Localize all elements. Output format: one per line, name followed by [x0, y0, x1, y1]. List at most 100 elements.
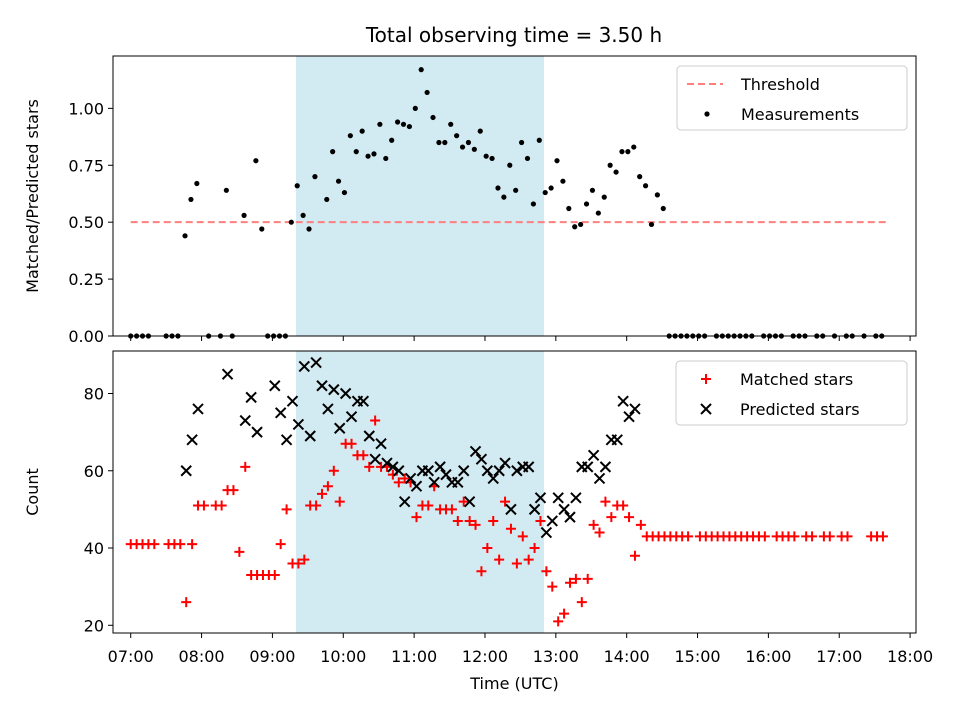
matched-stars-point — [535, 515, 546, 526]
measurement-point — [578, 221, 584, 228]
predicted-stars-point — [304, 430, 316, 442]
matched-stars-point — [346, 438, 357, 449]
matched-stars-point — [446, 504, 457, 515]
predicted-stars-point — [522, 461, 535, 473]
predicted-stars-point — [552, 492, 564, 504]
x-tick-label: 11:00 — [391, 647, 437, 666]
matched-stars-point — [328, 465, 339, 476]
matched-stars-point — [458, 496, 469, 507]
matched-stars-point — [488, 515, 499, 526]
matched-stars-point — [547, 581, 558, 592]
matched-stars-point — [452, 515, 463, 526]
y-tick-label: 0.75 — [68, 156, 104, 175]
predicted-stars-point — [369, 453, 381, 465]
matched-stars-point — [175, 539, 186, 550]
predicted-stars-point — [534, 492, 547, 504]
measurement-point — [394, 119, 401, 125]
predicted-stars-point — [481, 465, 494, 477]
predicted-stars-point — [339, 387, 352, 400]
matched-stars-point — [476, 566, 487, 577]
matched-stars-point — [807, 531, 818, 542]
matched-stars-point — [311, 500, 322, 511]
measurement-point — [619, 149, 625, 155]
measurement-point — [613, 169, 619, 175]
matched-stars-point — [517, 531, 528, 542]
matched-stars-point — [683, 531, 694, 542]
matched-stars-point — [464, 515, 475, 526]
x-tick-label: 07:00 — [108, 647, 154, 666]
matched-stars-point — [618, 500, 629, 511]
matched-stars-point — [317, 488, 328, 499]
matched-stars-point — [399, 473, 410, 484]
predicted-stars-point — [387, 461, 399, 473]
matched-stars-point — [228, 485, 239, 496]
predicted-stars-point — [239, 414, 251, 427]
measurement-point — [259, 226, 265, 232]
predicted-stars-point — [180, 465, 192, 477]
top-y-axis-label: Matched/Predicted stars — [23, 99, 42, 293]
top-legend: Threshold Measurements — [676, 65, 908, 131]
measurement-point — [530, 201, 536, 207]
matched-stars-point — [529, 543, 540, 554]
matched-stars-point — [322, 481, 333, 492]
measurement-point — [412, 105, 418, 111]
matched-stars-point — [364, 461, 375, 472]
measurement-point — [524, 155, 531, 162]
predicted-stars-point — [505, 503, 517, 516]
y-tick-label: 80 — [84, 384, 104, 403]
legend-label: Threshold — [740, 75, 820, 94]
predicted-stars-point — [511, 465, 523, 477]
predicted-stars-point — [629, 403, 641, 415]
matched-stars-point — [600, 496, 611, 507]
measurement-point — [501, 194, 507, 200]
legend-measurement-marker — [704, 111, 710, 117]
predicted-stars-point — [410, 480, 423, 492]
legend-box — [676, 65, 908, 131]
predicted-stars-point — [345, 410, 358, 423]
predicted-stars-point — [328, 383, 340, 396]
predicted-stars-point — [269, 380, 281, 392]
matched-stars-point — [281, 504, 292, 515]
matched-stars-point — [582, 573, 593, 584]
predicted-stars-point — [469, 445, 482, 458]
matched-stars-point — [334, 496, 345, 507]
measurement-point — [253, 158, 259, 164]
predicted-stars-point — [221, 368, 234, 380]
measurement-point — [312, 174, 318, 180]
measurement-point — [377, 121, 383, 127]
observing-span-top — [296, 56, 545, 336]
predicted-stars-point — [570, 492, 582, 504]
predicted-stars-point — [334, 422, 346, 434]
matched-stars-point — [293, 558, 304, 569]
x-tick-label: 10:00 — [320, 647, 366, 666]
legend-label: Matched stars — [740, 370, 853, 389]
predicted-stars-point — [564, 511, 576, 523]
x-tick-label: 17:00 — [816, 647, 862, 666]
predicted-stars-point — [440, 468, 452, 481]
measurement-point — [483, 153, 489, 159]
predicted-stars-point — [475, 453, 488, 465]
predicted-stars-point — [452, 476, 464, 489]
matched-stars-point — [149, 539, 160, 550]
predicted-stars-point — [274, 407, 287, 419]
matched-stars-point — [269, 570, 280, 581]
matched-stars-point — [505, 523, 516, 534]
measurement-point — [194, 180, 200, 187]
measurement-point — [383, 155, 389, 162]
matched-stars-point — [606, 512, 617, 523]
observing-span-bottom — [296, 351, 545, 633]
matched-stars-point — [541, 566, 552, 577]
matched-stars-point — [393, 477, 404, 488]
y-tick-label: 20 — [84, 616, 104, 635]
measurement-point — [477, 128, 483, 134]
predicted-stars-point — [546, 515, 558, 527]
measurement-point — [631, 144, 637, 150]
x-tick-label: 14:00 — [604, 647, 650, 666]
predicted-stars-point — [398, 495, 411, 508]
matched-stars-point — [877, 531, 888, 542]
predicted-stars-point — [357, 395, 370, 407]
matched-stars-point — [629, 550, 640, 561]
predicted-stars-point — [623, 410, 635, 423]
matched-stars-point — [523, 554, 534, 565]
measurement-point — [182, 233, 188, 239]
